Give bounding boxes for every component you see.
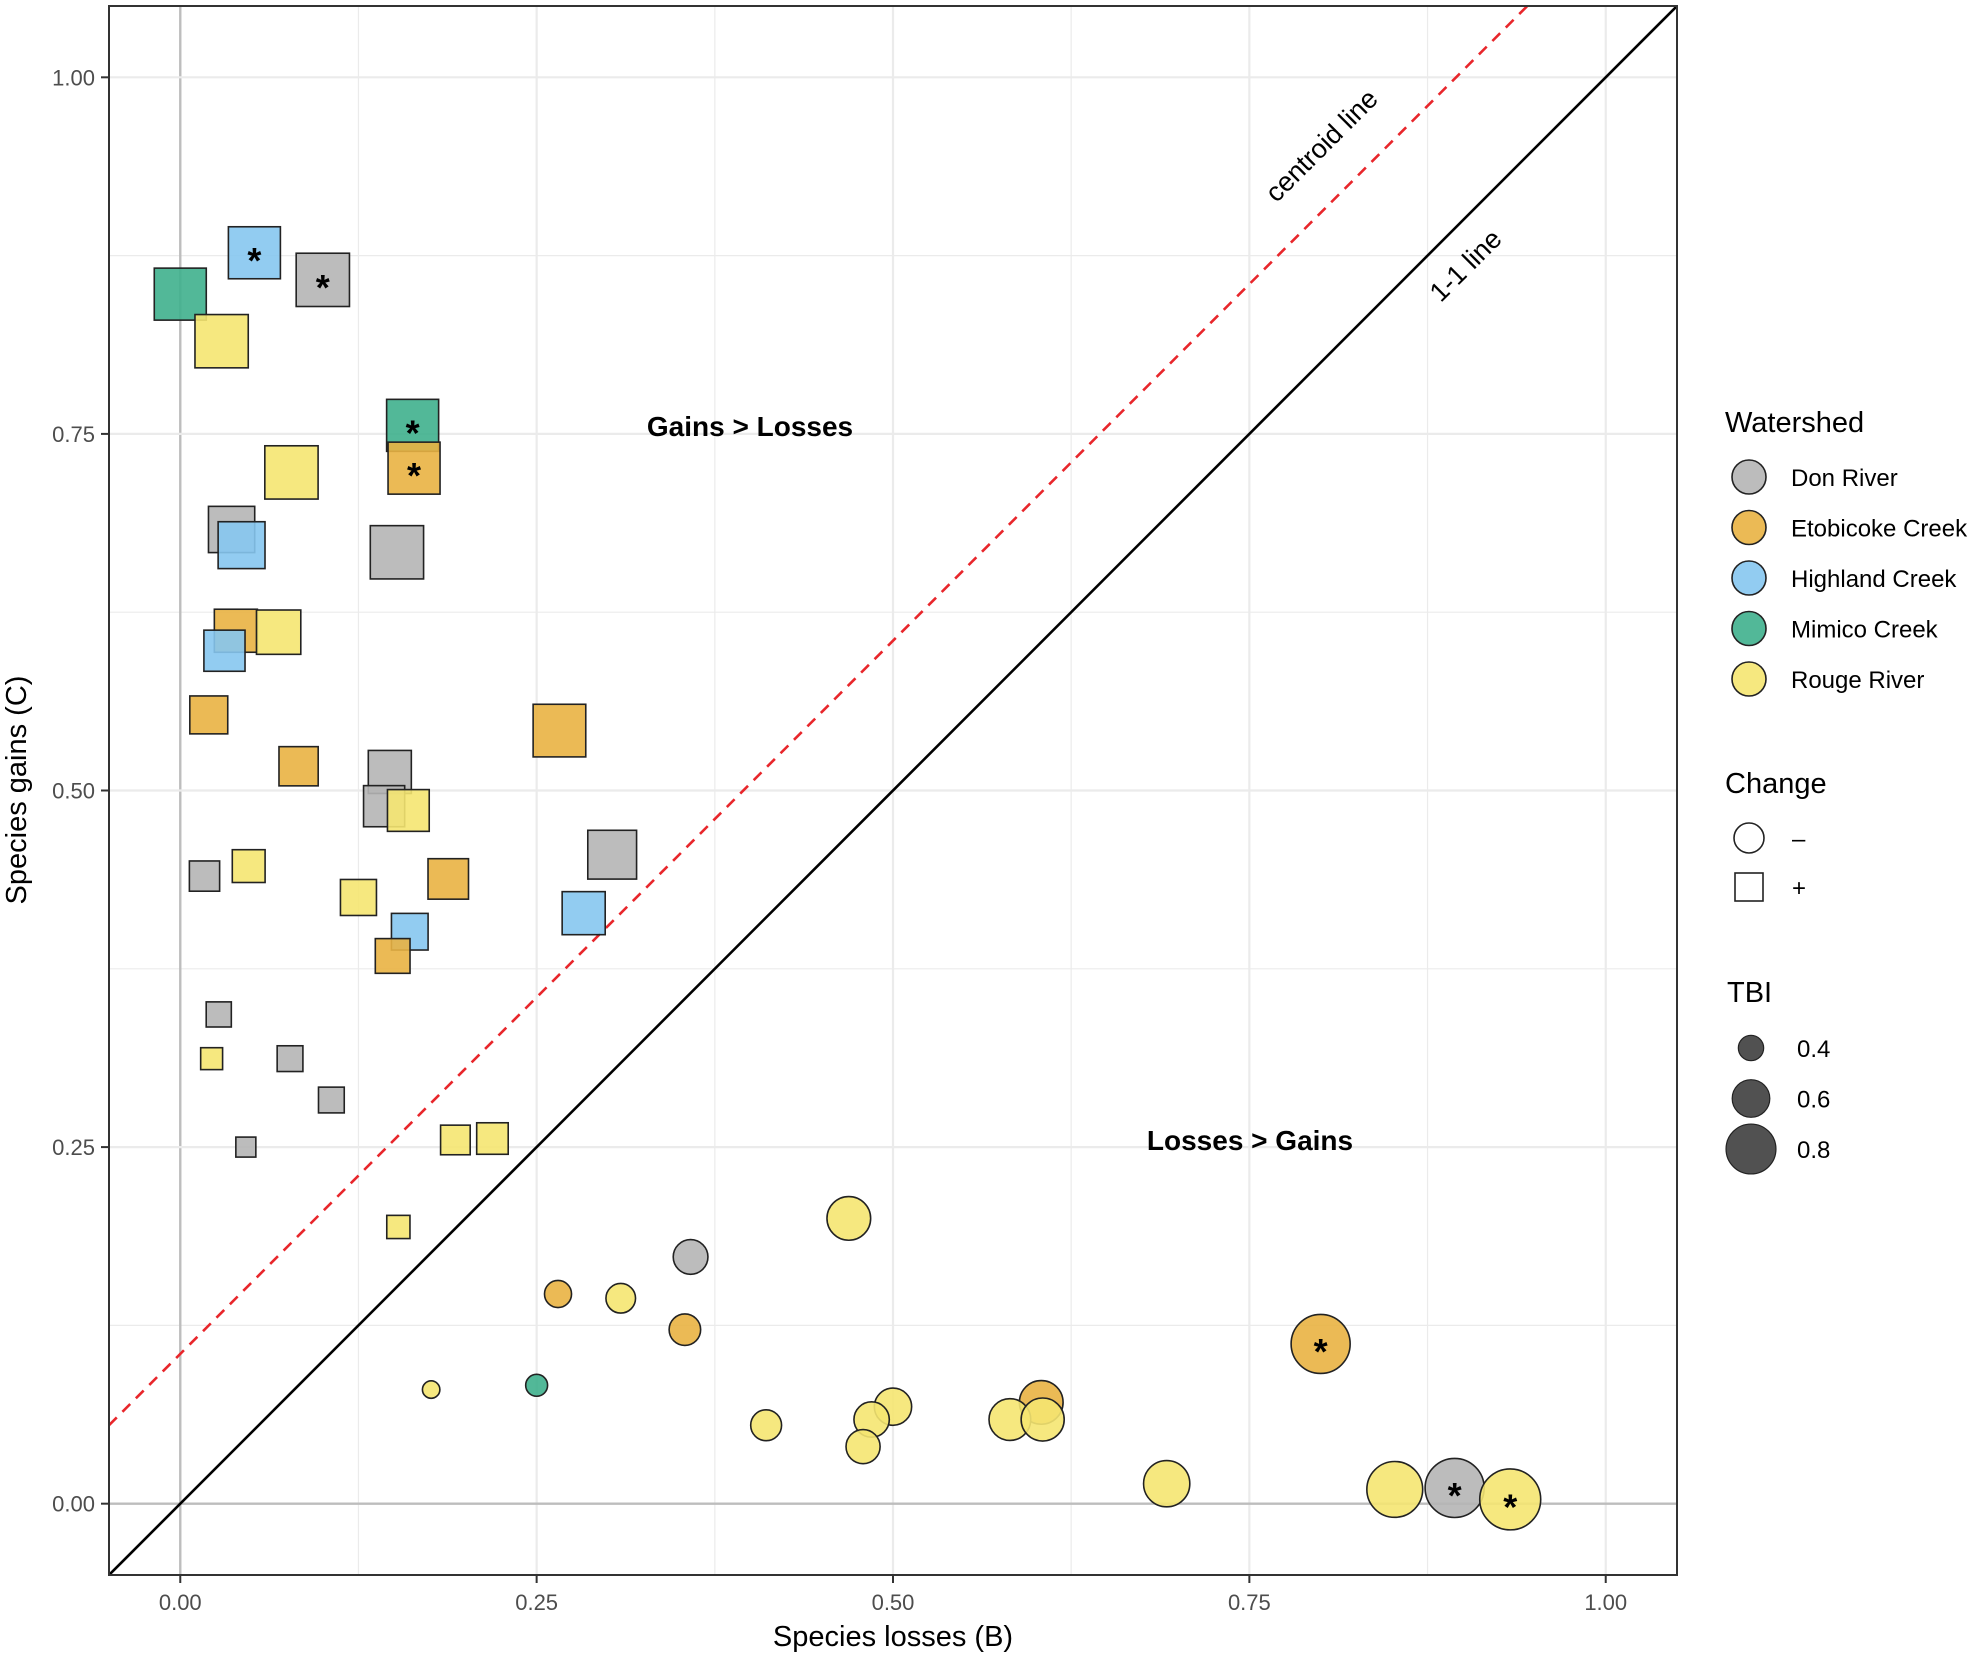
point-circle — [668, 1313, 702, 1347]
point-square — [317, 1086, 346, 1114]
point-square — [189, 695, 229, 735]
point-square — [532, 703, 587, 758]
y-tick-label: 0.75 — [52, 422, 95, 447]
reference-lines — [109, 6, 1677, 1575]
point-square — [475, 1121, 510, 1156]
significance-asterisk: * — [316, 267, 330, 308]
point-circle — [421, 1380, 441, 1400]
point-square — [188, 860, 221, 893]
legend-label-change-minus: – — [1792, 826, 1806, 853]
point-square — [276, 1044, 304, 1073]
data-points: ****** * — [153, 225, 1542, 1531]
point-square — [199, 1046, 224, 1071]
x-tick-label: 1.00 — [1584, 1590, 1627, 1615]
legend-label-tbi: 0.8 — [1797, 1137, 1830, 1164]
legend-label-change-plus: + — [1792, 875, 1806, 902]
point-circle — [524, 1373, 549, 1398]
legend-label-watershed: Mimico Creek — [1791, 617, 1939, 644]
point-square — [386, 788, 431, 833]
point-circle — [1142, 1459, 1191, 1508]
legend-key-circle — [1731, 661, 1767, 697]
point-circle — [845, 1428, 881, 1465]
x-tick-label: 0.75 — [1228, 1590, 1271, 1615]
point-circle — [543, 1279, 573, 1309]
x-tick-label: 0.00 — [159, 1590, 202, 1615]
legend-key-size-circle — [1731, 1079, 1771, 1118]
point-circle — [605, 1282, 637, 1314]
y-axis-ticks: 0.00 0.25 0.50 0.75 1.00 — [52, 65, 109, 1517]
legend-key-circle — [1731, 459, 1767, 495]
point-square — [231, 848, 266, 884]
point-square — [255, 609, 302, 656]
legend-label-watershed: Highland Creek — [1791, 566, 1957, 593]
point-square — [235, 1136, 257, 1158]
legend-label-watershed: Don River — [1791, 465, 1898, 492]
point-circle — [826, 1195, 872, 1242]
legend-label-watershed: Etobicoke Creek — [1791, 516, 1968, 543]
point-circle — [749, 1408, 783, 1442]
significance-asterisk: * — [407, 455, 421, 496]
point-circle — [1020, 1397, 1065, 1442]
legend-label-watershed: Rouge River — [1791, 667, 1924, 694]
point-square — [295, 252, 351, 308]
legend-title-change: Change — [1725, 768, 1827, 800]
point-square — [387, 441, 441, 495]
point-square — [427, 857, 470, 900]
point-square — [339, 878, 378, 917]
x-tick-label: 0.50 — [872, 1590, 915, 1615]
y-tick-label: 0.25 — [52, 1135, 95, 1160]
significance-asterisk: * — [1314, 1331, 1328, 1372]
legend: Watershed Don River Etobicoke Creek Highla… — [1725, 407, 1968, 1175]
y-tick-label: 0.00 — [52, 1492, 95, 1517]
legend-key-circle — [1733, 822, 1765, 854]
point-circle — [1478, 1468, 1542, 1531]
legend-key-circle — [1731, 610, 1767, 647]
point-square — [561, 890, 606, 936]
legend-change-items: –+ — [1733, 822, 1806, 902]
significance-asterisk: * — [1448, 1475, 1462, 1516]
point-square — [217, 520, 266, 570]
legend-key-circle — [1731, 560, 1767, 596]
point-circle — [672, 1238, 709, 1276]
point-square — [278, 745, 319, 787]
legend-key-circle — [1731, 509, 1767, 546]
legend-title-tbi: TBI — [1727, 977, 1772, 1009]
significance-asterisk: * — [1503, 1486, 1517, 1527]
point-square — [586, 829, 638, 880]
legend-tbi-items: 0.4 0.6 0.8 — [1725, 1034, 1830, 1175]
x-tick-label: 0.25 — [515, 1590, 558, 1615]
point-square — [153, 267, 208, 321]
y-axis-title: Species gains (C) — [1, 676, 33, 905]
point-square — [264, 444, 319, 500]
legend-label-tbi: 0.4 — [1797, 1036, 1830, 1063]
y-tick-label: 0.50 — [52, 779, 95, 804]
legend-key-size-circle — [1725, 1123, 1777, 1175]
point-circle — [1366, 1460, 1424, 1519]
point-square — [227, 225, 282, 280]
one-to-one-line — [109, 6, 1677, 1575]
point-square — [194, 313, 250, 369]
x-axis-title: Species losses (B) — [773, 1621, 1013, 1653]
annotation-gains-gt-losses: Gains > Losses — [647, 411, 853, 442]
annotation-losses-gt-gains: Losses > Gains — [1147, 1125, 1353, 1156]
x-axis-ticks: 0.00 0.25 0.50 0.75 1.00 — [159, 1575, 1627, 1615]
point-square — [385, 1214, 411, 1240]
point-square — [374, 937, 411, 975]
point-square — [203, 629, 246, 673]
legend-label-tbi: 0.6 — [1797, 1087, 1830, 1114]
point-square — [369, 524, 425, 580]
legend-title-watershed: Watershed — [1725, 407, 1864, 439]
legend-key-square — [1734, 872, 1764, 902]
legend-watershed-items: Don River Etobicoke Creek Highland Creek Mi… — [1731, 459, 1968, 697]
point-square — [439, 1124, 471, 1156]
point-circle — [1290, 1313, 1351, 1375]
point-square — [205, 1001, 233, 1028]
legend-key-size-circle — [1737, 1034, 1765, 1062]
significance-asterisk: * — [247, 240, 261, 281]
y-tick-label: 1.00 — [52, 65, 95, 90]
centroid-line — [109, 6, 1530, 1427]
